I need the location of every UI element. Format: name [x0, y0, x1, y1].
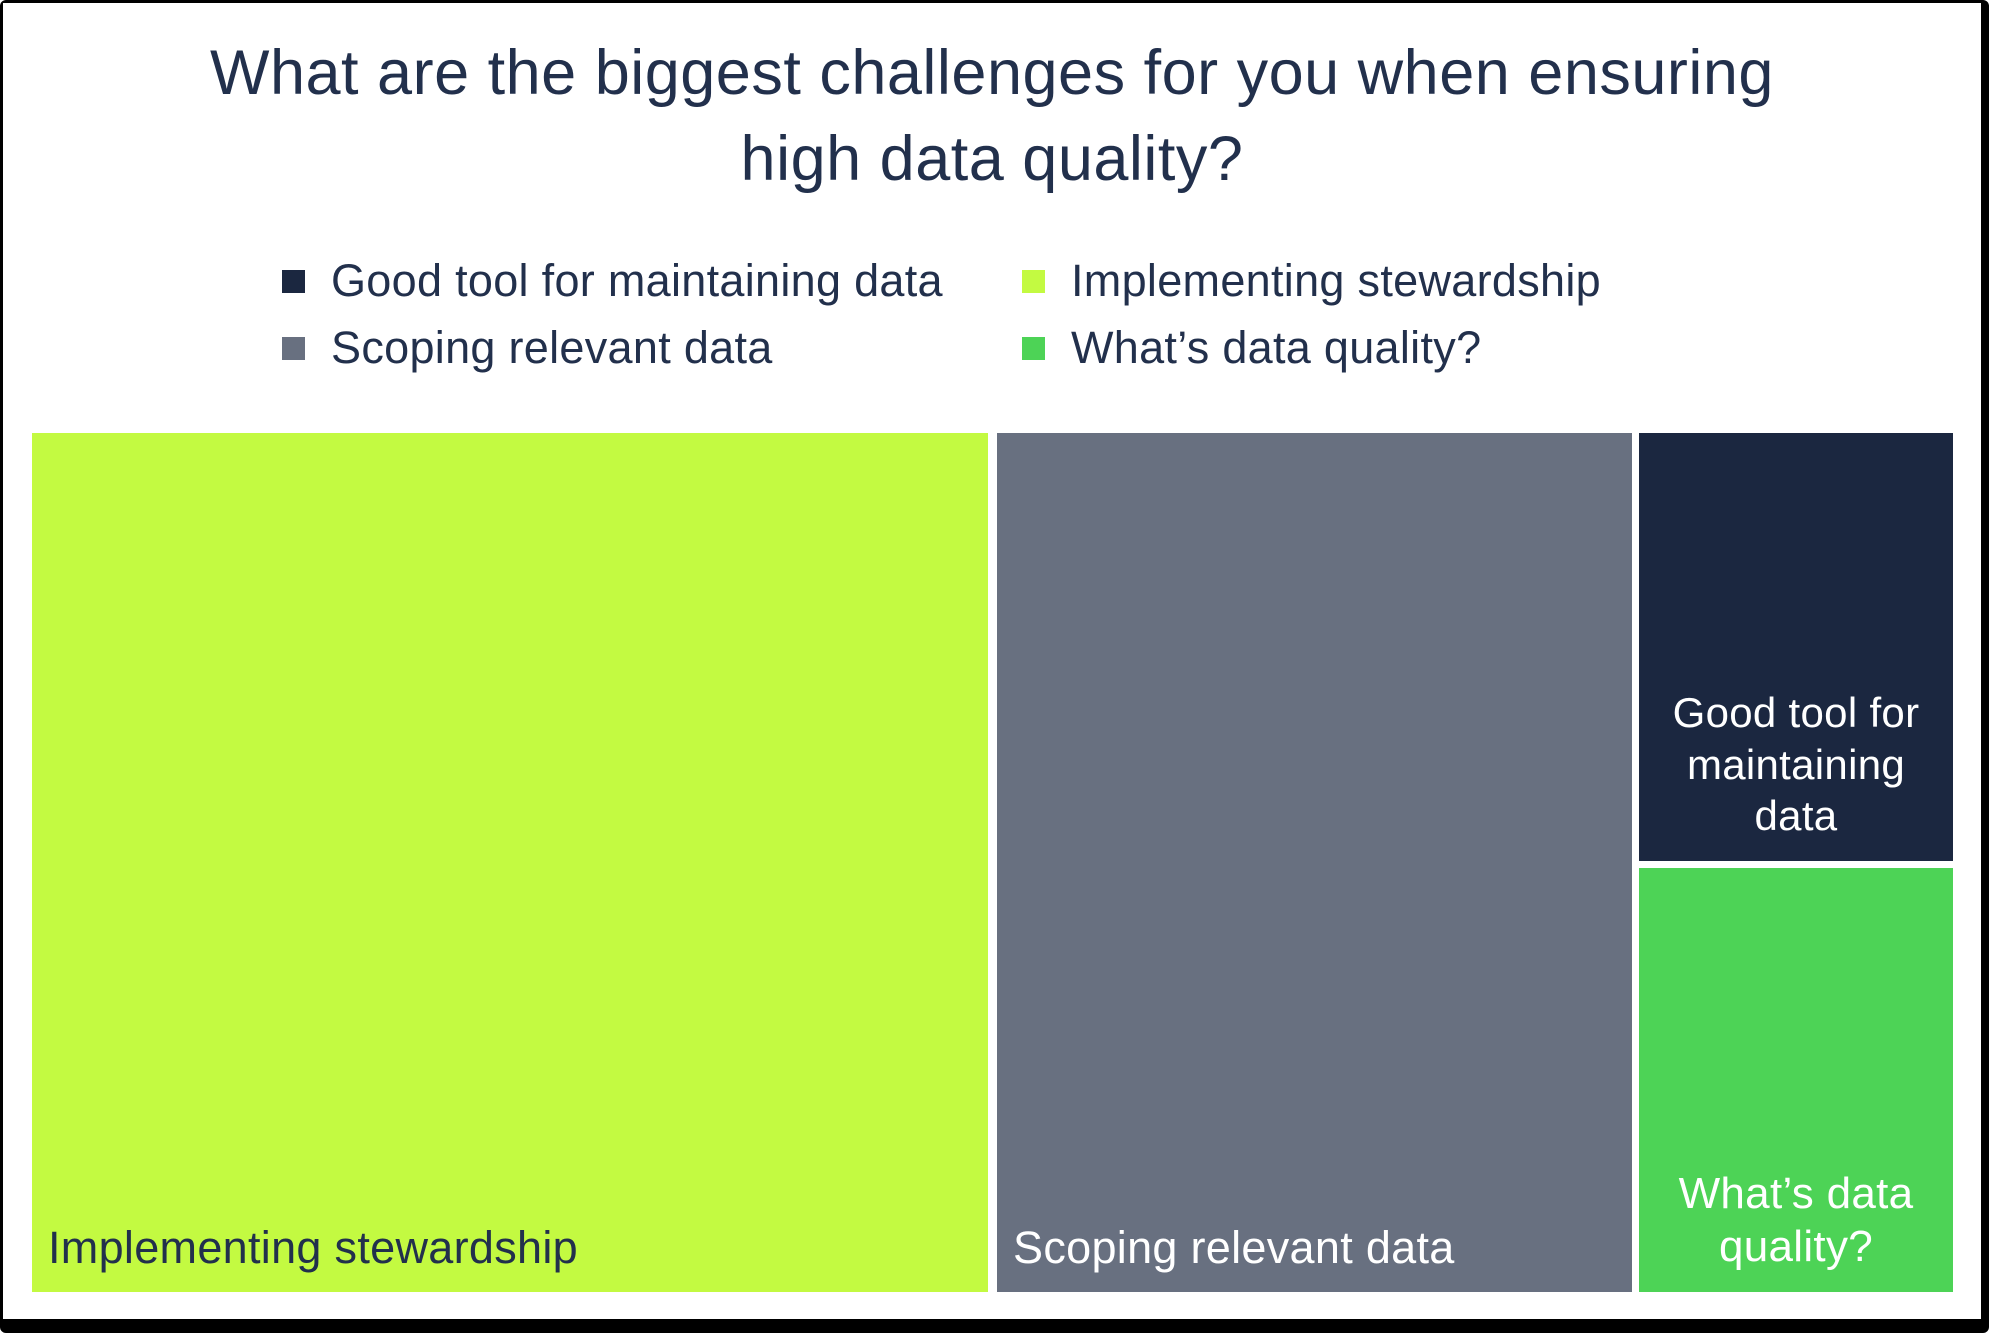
chart-title: What are the biggest challenges for you … — [3, 31, 1981, 202]
legend-swatch-good-tool — [282, 269, 305, 293]
legend-label: Implementing stewardship — [1071, 255, 1601, 306]
legend-swatch-whats-data-quality — [1022, 336, 1045, 360]
treemap-tile-scoping-relevant-data[interactable]: Scoping relevant data — [997, 433, 1632, 1292]
treemap-tile-good-tool[interactable]: Good tool for maintaining data — [1639, 433, 1953, 861]
chart-title-line-1: What are the biggest challenges for you … — [210, 38, 1774, 108]
chart-title-line-2: high data quality? — [740, 123, 1244, 194]
legend-swatch-scoping-data — [282, 336, 305, 360]
legend-label: Scoping relevant data — [331, 322, 773, 373]
legend-swatch-implementing-stewardship — [1022, 269, 1045, 293]
legend-item-whats-data-quality[interactable]: What’s data quality? — [1022, 322, 1482, 373]
treemap-chart: Implementing stewardship Scoping relevan… — [32, 433, 1953, 1292]
tile-label-implementing-stewardship: Implementing stewardship — [48, 1222, 578, 1274]
tile-label-whats-data-quality: What’s data quality? — [1678, 1168, 1914, 1272]
legend-label: Good tool for maintaining data — [331, 255, 943, 306]
treemap-tile-whats-data-quality[interactable]: What’s data quality? — [1639, 868, 1953, 1292]
chart-canvas: What are the biggest challenges for you … — [3, 3, 1981, 1319]
legend-item-implementing-stewardship[interactable]: Implementing stewardship — [1022, 255, 1601, 306]
legend-item-good-tool[interactable]: Good tool for maintaining data — [282, 255, 943, 306]
legend-item-scoping-data[interactable]: Scoping relevant data — [282, 322, 773, 373]
treemap-tile-implementing-stewardship[interactable]: Implementing stewardship — [32, 433, 988, 1292]
tile-label-good-tool: Good tool for maintaining data — [1672, 689, 1920, 839]
tile-label-scoping-relevant-data: Scoping relevant data — [1013, 1222, 1455, 1274]
legend-label: What’s data quality? — [1071, 322, 1482, 373]
